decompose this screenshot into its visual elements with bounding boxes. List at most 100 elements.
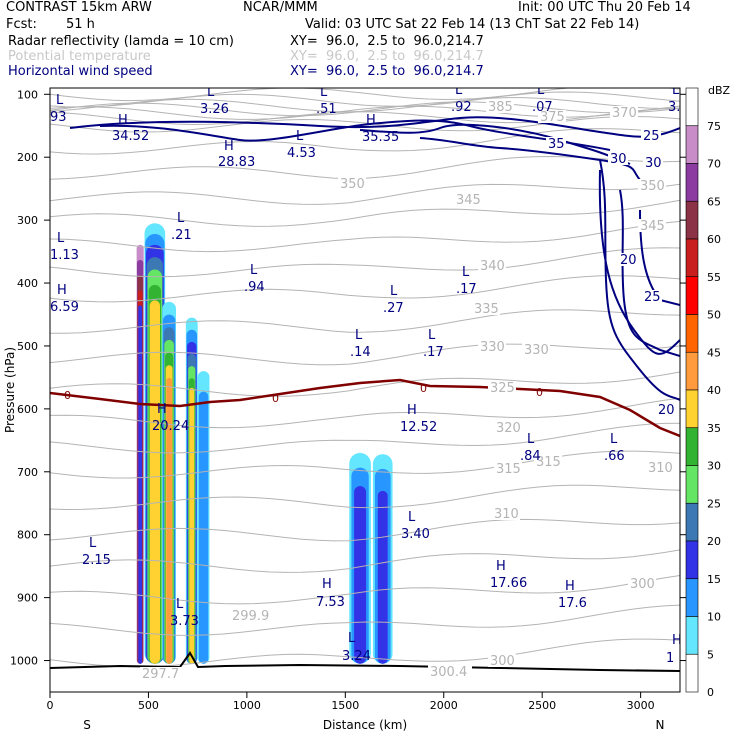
colorbar-swatch-65 [685, 163, 699, 202]
theta-contour-label: 385 [488, 100, 513, 115]
theta-label-bg-15 [646, 461, 674, 474]
x-end-label-north: N [656, 718, 665, 732]
extremum-value: 6.59 [50, 300, 79, 315]
extremum-value: .07 [532, 100, 553, 115]
wind-label-bg-0 [546, 137, 566, 150]
extremum-value: 2.15 [82, 553, 111, 568]
theta-label-bg-12 [494, 421, 522, 434]
extremum-letter: H [322, 577, 332, 592]
extremum-letter: L [56, 93, 64, 108]
theta-label-bg-17 [628, 577, 656, 590]
xy-theta: XY= 96.0, 2.5 to 96.0,214.7 [290, 49, 484, 64]
extremum-letter: L [527, 432, 535, 447]
theta-contour-23 [50, 575, 680, 605]
y-tick-label: 400 [17, 277, 38, 290]
radar-cell-3-band-6 [189, 387, 195, 664]
wind-label-bg-5 [618, 253, 638, 266]
extremum-value: .17 [456, 282, 477, 297]
theta-label-bg-3 [338, 177, 366, 190]
x-axis-title: Distance (km) [323, 718, 407, 732]
extremum-letter: H [224, 139, 234, 154]
theta-contour-7 [50, 128, 680, 155]
radar-cell-1-band-6 [149, 300, 161, 664]
colorbar-swatch-15 [685, 540, 699, 580]
extremum-letter: L [348, 631, 356, 646]
wind-label-bg-6 [656, 403, 676, 416]
radar-cell-6-band-2 [377, 490, 388, 664]
theta-label-bg-13 [494, 462, 522, 475]
xy-radar: XY= 96.0, 2.5 to 96.0,214.7 [290, 34, 484, 49]
theta-contour-24 [50, 604, 680, 636]
colorbar-unit: dBZ [708, 84, 731, 97]
wind-label-bg-4 [642, 290, 662, 303]
wind-contour-2 [359, 123, 631, 165]
extremum-letter: L [57, 231, 65, 246]
x-tick-label: 500 [138, 699, 159, 712]
wind-contour-label: 35 [548, 137, 565, 152]
theta-contour-label: 315 [496, 462, 521, 477]
extremum-value: 1 [666, 651, 674, 666]
colorbar-level-label: 20 [707, 535, 721, 548]
extremum-letter: H [366, 113, 376, 128]
colorbar-swatch-75 [685, 87, 699, 127]
extremum-letter: L [537, 83, 545, 98]
theta-contour-label: 330 [480, 340, 505, 355]
theta-contour-label: 325 [490, 381, 515, 396]
fcst-label: Fcst: [6, 17, 37, 32]
extremum-letter: L [455, 83, 463, 98]
model-title: CONTRAST 15km ARW [6, 0, 152, 15]
wind-contour-label: 20 [658, 403, 675, 418]
extremum-letter: L [390, 284, 398, 299]
colorbar-level-label: 5 [707, 648, 714, 661]
theta-contour-17 [50, 397, 680, 429]
fcst-value: 51 h [66, 17, 95, 32]
theta-label-bg-11 [488, 381, 516, 394]
extremum-value: 20.24 [152, 419, 189, 434]
radar-cell-0-band-5 [138, 305, 143, 664]
x-tick-label: 1000 [233, 699, 261, 712]
extremum-value: 3.26 [200, 102, 229, 117]
theta-contour-4 [50, 105, 680, 120]
init-label: Init: 00 UTC Thu 20 Feb 14 [518, 0, 691, 15]
theta-contour-label: 300 [630, 577, 655, 592]
theta-label-bg-9 [478, 340, 506, 353]
extremum-value: .27 [383, 301, 404, 316]
colorbar-level-label: 25 [707, 497, 721, 510]
colorbar-swatch-70 [685, 125, 699, 164]
theta-contour-label: 300.4 [430, 665, 467, 680]
wind-contour-5 [619, 189, 680, 357]
theta-contour-label: 350 [640, 179, 665, 194]
y-tick-label: 1000 [10, 655, 38, 668]
theta-label-bg-8 [472, 302, 500, 315]
y-tick-label: 200 [17, 151, 38, 164]
extremum-value: .14 [350, 345, 371, 360]
extremum-letter: H [157, 402, 167, 417]
extremum-letter: H [672, 633, 682, 648]
extremum-value: 3.40 [401, 527, 430, 542]
extremum-letter: H [57, 283, 67, 298]
extremum-letter: H [118, 113, 128, 128]
theta-contour-label: 345 [456, 193, 481, 208]
radar-cell-5-band-2 [354, 486, 367, 664]
theta-contour-15 [50, 343, 680, 366]
y-tick-label: 300 [17, 214, 38, 227]
theta-contour-12 [50, 247, 680, 278]
theta-label-bg-1 [538, 110, 566, 123]
extremum-value: 4.53 [287, 146, 316, 161]
theta-label-bg-7 [478, 259, 506, 272]
theta-label-bg-0 [486, 100, 514, 113]
colorbar-level-label: 35 [707, 422, 721, 435]
extremum-value: .21 [171, 228, 192, 243]
theta-contour-0 [50, 88, 680, 102]
colorbar-level-label: 10 [707, 611, 721, 624]
extremum-letter: L [176, 597, 184, 612]
y-axis-title: Pressure (hPa) [3, 347, 17, 433]
extremum-letter: H [407, 403, 417, 418]
colorbar-level-label: 30 [707, 460, 721, 473]
wind-label-bg-2 [643, 156, 663, 169]
theta-label-bg-21 [140, 667, 184, 680]
freezing-level-label: 0 [64, 389, 71, 402]
y-tick-label: 800 [17, 529, 38, 542]
theta-contour-label: 300 [490, 654, 515, 669]
